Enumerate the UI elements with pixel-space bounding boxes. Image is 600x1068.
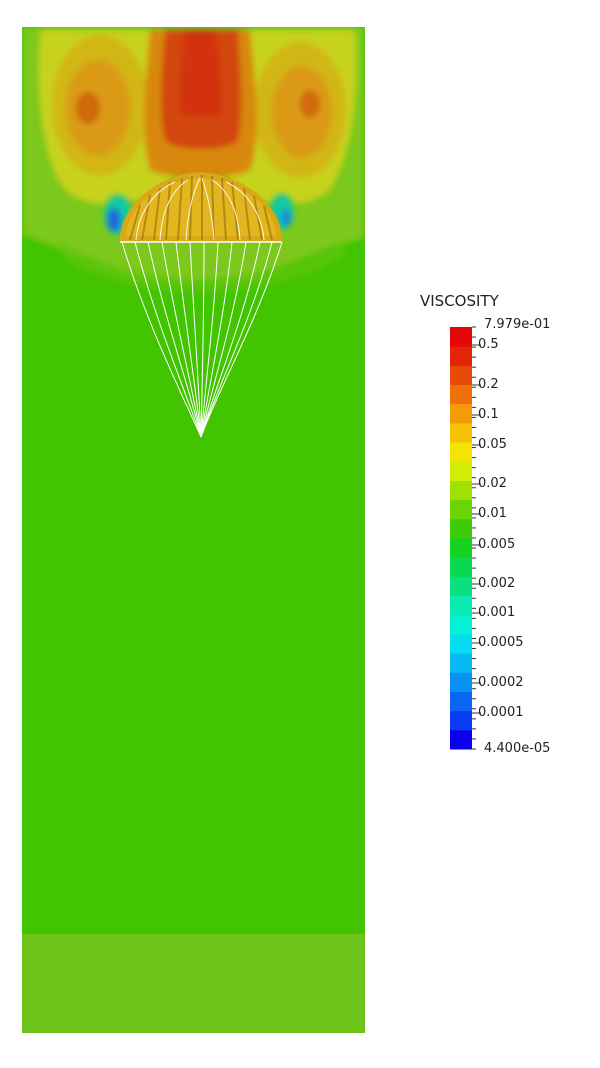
color-legend-bar	[450, 327, 472, 750]
simulation-domain	[22, 27, 365, 1033]
legend-color-step	[450, 422, 472, 443]
legend-tick-label: 0.02	[478, 476, 507, 491]
parachute-canopy	[119, 172, 283, 243]
legend-color-step	[450, 538, 472, 558]
legend-color-step	[450, 461, 472, 481]
legend-title: VISCOSITY	[420, 292, 499, 310]
legend-tick-label: 0.002	[478, 576, 516, 591]
legend-color-step	[450, 346, 472, 366]
legend-color-step	[450, 691, 472, 712]
legend-tick-label: 0.0001	[478, 705, 524, 720]
legend-color-step	[450, 614, 472, 635]
wake-vortices	[38, 30, 357, 205]
legend-color-step	[450, 595, 472, 616]
legend-color-step	[450, 653, 472, 673]
legend-color-step	[450, 710, 472, 731]
legend-tick-label: 0.5	[478, 337, 499, 352]
legend-color-step	[450, 672, 472, 692]
legend-color-step	[450, 729, 472, 750]
legend-color-step	[450, 480, 472, 501]
legend-color-step	[450, 576, 472, 597]
legend-tick-label: 0.0002	[478, 675, 524, 690]
legend-color-step	[450, 442, 472, 462]
legend-color-step	[450, 403, 472, 424]
legend-tick-label: 0.001	[478, 605, 516, 620]
legend-color-step	[450, 327, 472, 347]
legend-color-step	[450, 557, 472, 577]
legend-color-step	[450, 384, 472, 405]
legend-tick-label: 0.0005	[478, 635, 524, 650]
suspension-lines	[121, 241, 283, 438]
legend-tick-label: 0.1	[478, 407, 499, 422]
legend-tick-label: 0.2	[478, 377, 499, 392]
wake-light-ring	[60, 240, 345, 292]
legend-tick-label: 0.01	[478, 506, 507, 521]
legend-tick-label: 0.005	[478, 537, 516, 552]
legend-color-step	[450, 499, 472, 520]
legend-max-label: 7.979e-01	[484, 317, 551, 332]
legend-color-step	[450, 365, 472, 386]
color-legend-ticks	[472, 326, 481, 750]
legend-color-step	[450, 518, 472, 539]
legend-tick-label: 0.05	[478, 437, 507, 452]
bottom-band	[22, 934, 365, 1033]
legend-min-label: 4.400e-05	[484, 741, 551, 756]
legend-color-step	[450, 633, 472, 654]
